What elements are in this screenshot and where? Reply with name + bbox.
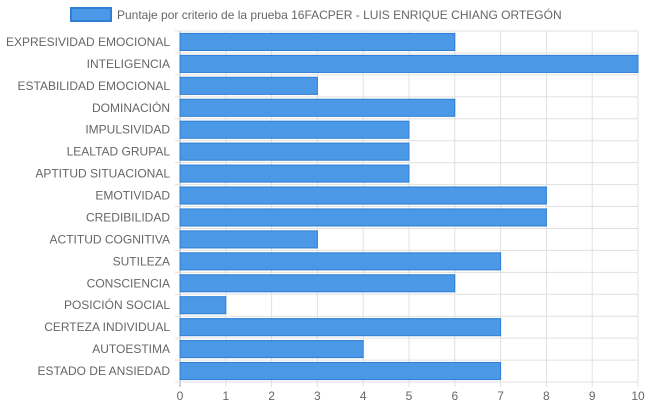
bar[interactable]	[179, 186, 547, 205]
y-tick-label: ACTITUD COGNITIVA	[50, 232, 170, 246]
x-tick-label: 5	[406, 389, 413, 403]
y-tick-label: DOMINACIÓN	[92, 100, 170, 115]
bar[interactable]	[179, 142, 410, 161]
bar[interactable]	[179, 340, 364, 359]
y-tick-label: CONSCIENCIA	[87, 276, 170, 290]
bar[interactable]	[179, 76, 318, 95]
y-tick-label: POSICIÓN SOCIAL	[64, 297, 170, 312]
bar[interactable]	[179, 54, 639, 73]
y-tick-label: CERTEZA INDIVIDUAL	[44, 320, 170, 334]
y-tick-label: AUTOESTIMA	[92, 342, 170, 356]
y-tick-label: SUTILEZA	[113, 254, 170, 268]
bar[interactable]	[179, 230, 318, 249]
bar[interactable]	[179, 274, 456, 293]
bar[interactable]	[179, 32, 456, 52]
x-tick-label: 1	[222, 389, 229, 403]
legend-swatch	[70, 7, 112, 22]
x-tick-label: 8	[543, 389, 550, 403]
bar[interactable]	[179, 296, 227, 315]
y-axis-labels: EXPRESIVIDAD EMOCIONAL INTELIGENCIA ESTABI…	[6, 35, 170, 378]
bar[interactable]	[179, 98, 456, 117]
x-tick-label: 6	[451, 389, 458, 403]
x-tick-label: 10	[631, 389, 645, 403]
x-tick-label: 9	[589, 389, 596, 403]
bar[interactable]	[179, 120, 410, 139]
y-tick-label: CREDIBILIDAD	[86, 210, 170, 224]
y-tick-label: INTELIGENCIA	[87, 57, 170, 71]
y-tick-label: ESTADO DE ANSIEDAD	[38, 364, 171, 378]
x-tick-label: 2	[268, 389, 275, 403]
y-tick-label: IMPULSIVIDAD	[85, 123, 170, 137]
x-tick-label: 0	[177, 389, 184, 403]
bar[interactable]	[179, 318, 502, 337]
grid	[175, 30, 639, 387]
bars	[179, 32, 639, 381]
legend-label: Puntaje por criterio de la prueba 16FACP…	[117, 7, 562, 22]
legend[interactable]: Puntaje por criterio de la prueba 16FACP…	[70, 7, 562, 22]
y-tick-label: APTITUD SITUACIONAL	[35, 167, 170, 181]
bar[interactable]	[179, 164, 410, 183]
y-tick-label: LEALTAD GRUPAL	[67, 145, 171, 159]
x-tick-label: 4	[360, 389, 367, 403]
y-tick-label: EXPRESIVIDAD EMOCIONAL	[6, 35, 170, 49]
x-tick-label: 7	[497, 389, 504, 403]
bar[interactable]	[179, 361, 502, 381]
y-tick-label: ESTABILIDAD EMOCIONAL	[18, 79, 171, 93]
y-tick-label: EMOTIVIDAD	[95, 189, 170, 203]
x-tick-label: 3	[314, 389, 321, 403]
bar[interactable]	[179, 208, 547, 227]
x-axis-labels: 0 1 2 3 4 5 6 7 8 9 10	[177, 389, 645, 403]
bar[interactable]	[179, 252, 502, 271]
